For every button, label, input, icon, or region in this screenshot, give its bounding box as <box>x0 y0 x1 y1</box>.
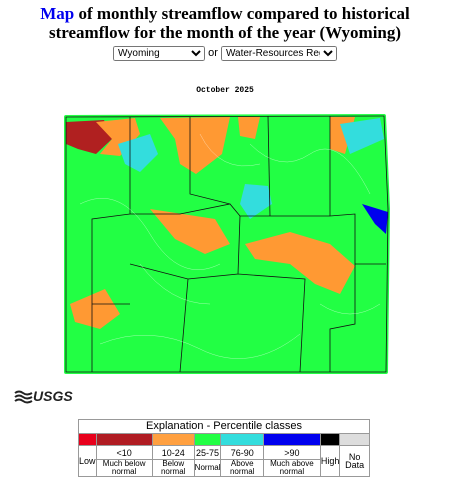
map-title: October 2025 <box>196 86 254 95</box>
title-link[interactable]: Map <box>40 4 75 23</box>
rivers <box>79 133 381 359</box>
separator: or <box>208 47 218 59</box>
below-area <box>96 118 140 156</box>
swatch <box>95 433 153 446</box>
swatch <box>193 433 222 446</box>
class-desc: Above normal <box>220 459 264 477</box>
title-text: of monthly streamflow compared to histor… <box>48 4 410 42</box>
swatch <box>319 433 341 446</box>
class-label: 10-24 <box>151 445 195 460</box>
legend-title: Explanation - Percentile classes <box>78 419 370 434</box>
legend-nodata: No Data <box>339 445 370 477</box>
much-below-area <box>66 120 112 154</box>
class-desc: Below normal <box>151 459 195 477</box>
class-desc: Much above normal <box>262 459 321 477</box>
swatch <box>339 433 370 446</box>
swatch <box>151 433 195 446</box>
class-label: 76-90 <box>220 445 264 460</box>
below-area <box>245 232 355 294</box>
map <box>64 114 390 374</box>
swatch <box>220 433 264 446</box>
logo-text: USGS <box>33 388 73 404</box>
class-desc: Normal <box>193 459 222 477</box>
above-area <box>118 134 158 172</box>
swatch <box>78 433 97 446</box>
below-area <box>160 117 230 174</box>
class-desc: Much below normal <box>95 459 153 477</box>
much-above-area <box>362 204 388 234</box>
legend: Explanation - Percentile classes Low <10… <box>78 419 370 477</box>
below-area <box>238 117 260 139</box>
controls: Wyoming or Water-Resources Regions <box>0 46 450 61</box>
logo-mark <box>14 390 33 404</box>
above-area <box>240 184 272 219</box>
county-lines <box>65 115 389 373</box>
legend-high: High <box>319 445 341 477</box>
state-select[interactable]: Wyoming <box>113 46 206 61</box>
swatch <box>262 433 321 446</box>
page-title: Map of monthly streamflow compared to hi… <box>35 4 415 42</box>
above-area <box>340 118 384 154</box>
class-label: <10 <box>95 445 153 460</box>
page: Map of monthly streamflow compared to hi… <box>0 4 450 484</box>
class-label: >90 <box>262 445 321 460</box>
below-area <box>150 209 230 254</box>
legend-low: Low <box>78 445 97 477</box>
class-label: 25-75 <box>193 445 222 460</box>
region-select[interactable]: Water-Resources Regions <box>220 46 337 61</box>
below-area <box>70 289 120 329</box>
